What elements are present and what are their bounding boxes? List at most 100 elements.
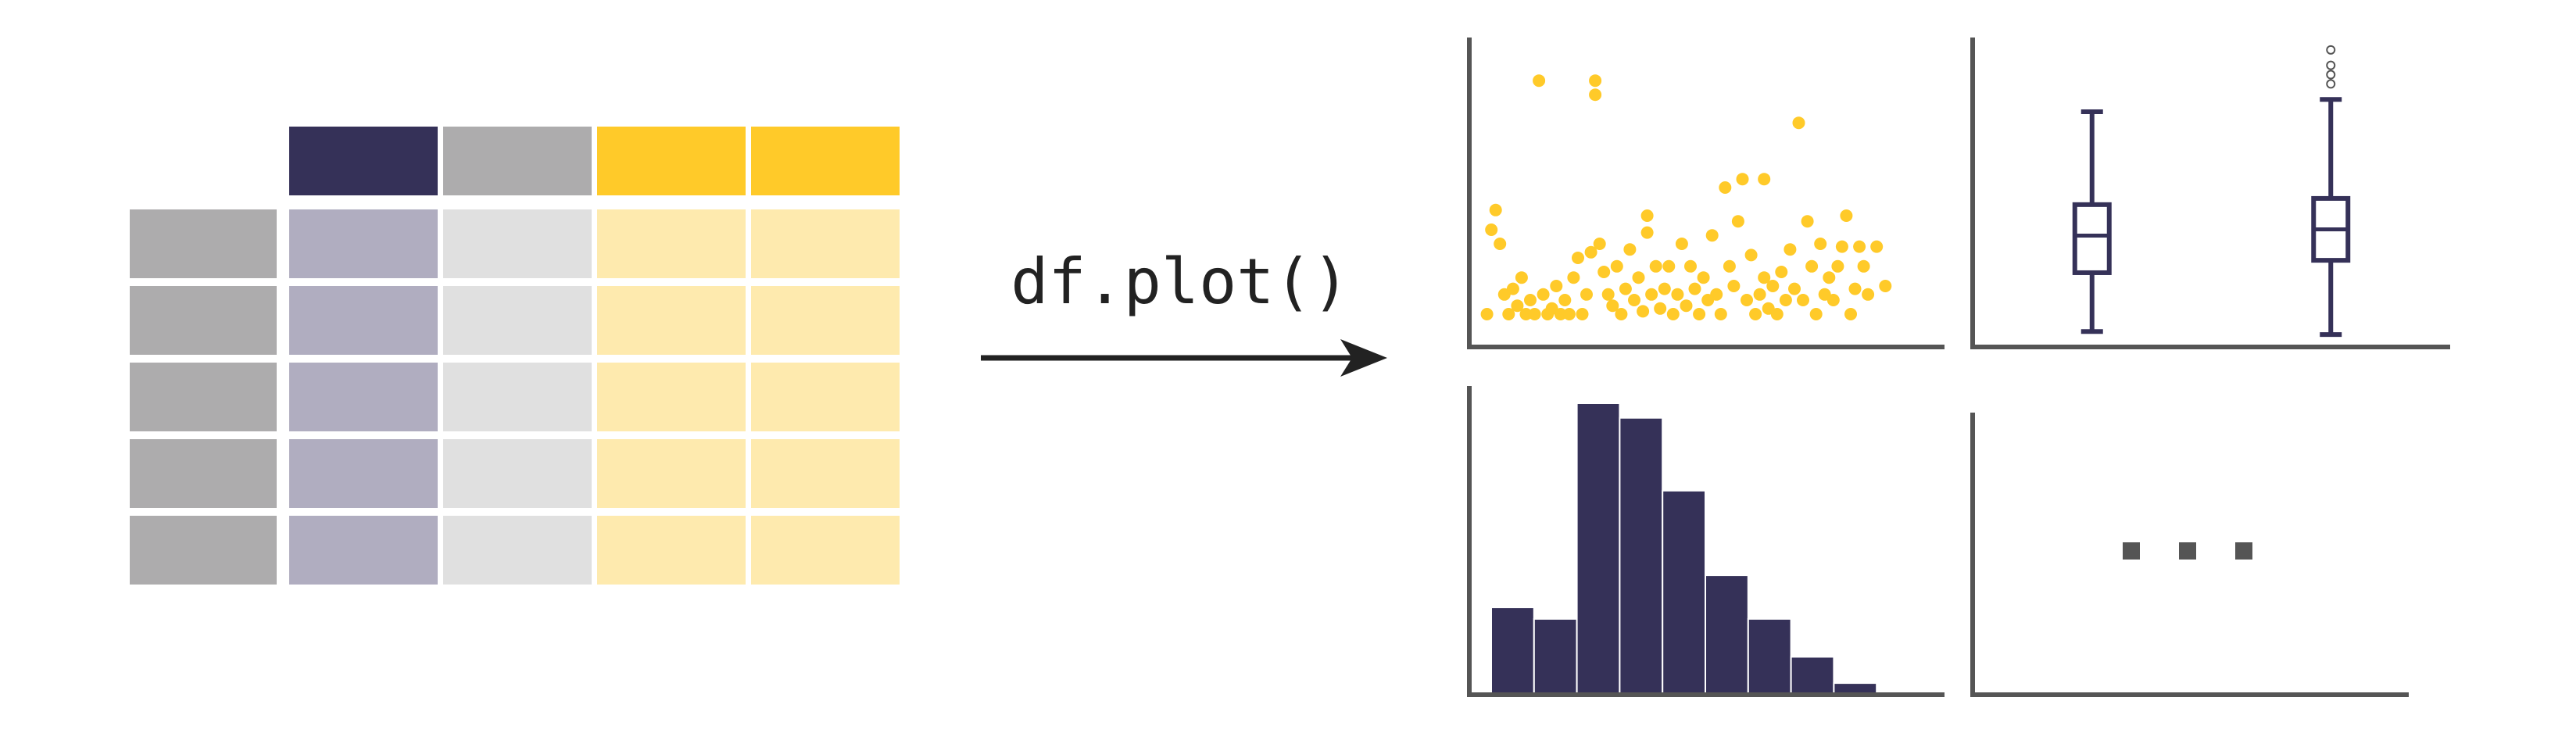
- scatter-point: [1766, 280, 1780, 292]
- scatter-point: [1758, 271, 1771, 284]
- scatter-point: [1640, 209, 1654, 222]
- scatter-point: [1840, 209, 1853, 222]
- plot-axes: [1467, 38, 1945, 349]
- scatter-point: [1649, 259, 1662, 273]
- scatter-point: [1533, 74, 1546, 88]
- arrow-head: [1340, 339, 1387, 377]
- scatter-point: [1693, 308, 1706, 320]
- column-header: [443, 127, 592, 195]
- scatter-plot: [1467, 38, 1945, 349]
- scatter-point: [1645, 288, 1658, 301]
- scatter-point: [1654, 302, 1667, 315]
- scatter-point: [1736, 173, 1749, 186]
- ellipsis-dot: [2179, 542, 2196, 560]
- row-index-cell: [130, 439, 277, 508]
- scatter-point: [1705, 229, 1719, 242]
- scatter-point: [1593, 238, 1606, 250]
- histogram-bar: [1662, 489, 1706, 696]
- scatter-point: [1814, 238, 1827, 250]
- row-index-cell: [130, 516, 277, 585]
- scatter-point: [1524, 294, 1537, 306]
- row-index-cell: [130, 286, 277, 355]
- scatter-point: [1537, 288, 1550, 301]
- scatter-point: [1550, 280, 1563, 292]
- scatter-point: [1770, 308, 1784, 320]
- histogram-bar: [1619, 417, 1664, 695]
- scatter-point: [1554, 308, 1567, 320]
- data-cell: [443, 439, 592, 508]
- scatter-point: [1502, 308, 1515, 320]
- scatter-point: [1844, 308, 1857, 320]
- data-cell: [597, 286, 746, 355]
- box-body: [2072, 202, 2112, 275]
- scatter-point: [1862, 288, 1875, 301]
- data-cell: [443, 209, 592, 278]
- data-cell: [289, 363, 438, 431]
- scatter-point: [1662, 259, 1676, 273]
- ellipsis-dot: [2123, 542, 2140, 560]
- ellipsis-dot: [2235, 542, 2252, 560]
- box-outlier: [2326, 79, 2336, 89]
- code-label: df.plot(): [1011, 245, 1349, 318]
- column-header: [751, 127, 900, 195]
- scatter-point: [1671, 288, 1684, 301]
- scatter-point: [1562, 308, 1576, 320]
- scatter-point: [1749, 308, 1762, 320]
- scatter-point: [1623, 243, 1637, 256]
- scatter-point: [1628, 294, 1640, 306]
- box-outlier: [2326, 60, 2336, 70]
- scatter-point: [1879, 280, 1892, 292]
- scatter-point: [1632, 271, 1645, 284]
- data-cell: [443, 363, 592, 431]
- scatter-point: [1675, 238, 1688, 250]
- scatter-point: [1567, 271, 1580, 284]
- scatter-point: [1741, 294, 1753, 306]
- scatter-point: [1572, 252, 1584, 264]
- column-header: [597, 127, 746, 195]
- histogram-plot: [1467, 386, 1945, 697]
- histogram-bar: [1790, 656, 1835, 695]
- data-cell: [597, 209, 746, 278]
- scatter-point: [1606, 299, 1619, 313]
- data-cell: [751, 286, 900, 355]
- scatter-point: [1753, 288, 1766, 301]
- data-cell: [597, 363, 746, 431]
- column-header: [289, 127, 438, 195]
- box-outlier: [2326, 45, 2336, 55]
- scatter-point: [1775, 266, 1788, 278]
- data-cell: [289, 439, 438, 508]
- scatter-point: [1801, 215, 1814, 228]
- scatter-point: [1688, 282, 1701, 295]
- scatter-point: [1619, 282, 1632, 295]
- scatter-point: [1826, 294, 1840, 306]
- scatter-point: [1576, 308, 1589, 320]
- scatter-point: [1666, 308, 1680, 320]
- scatter-point: [1528, 308, 1541, 320]
- data-cell: [443, 286, 592, 355]
- data-cell: [751, 439, 900, 508]
- histogram-bar: [1490, 606, 1535, 695]
- scatter-point: [1684, 259, 1697, 273]
- scatter-point: [1480, 308, 1494, 320]
- scatter-point: [1597, 266, 1611, 278]
- scatter-point: [1680, 299, 1693, 313]
- histogram-bar: [1533, 618, 1578, 695]
- scatter-point: [1589, 88, 1602, 102]
- scatter-point: [1797, 294, 1809, 306]
- scatter-point: [1744, 249, 1758, 262]
- row-index-cell: [130, 209, 277, 278]
- plot-axes: [1467, 386, 1945, 697]
- scatter-point: [1723, 259, 1736, 273]
- scatter-point: [1779, 294, 1792, 306]
- data-cell: [289, 516, 438, 585]
- dataframe-table: [130, 127, 900, 585]
- scatter-point: [1584, 245, 1597, 259]
- plot-axes: [1970, 413, 2409, 697]
- box-outlier: [2326, 70, 2336, 80]
- scatter-point: [1489, 203, 1502, 216]
- histogram-bar: [1747, 618, 1792, 695]
- scatter-point: [1719, 181, 1732, 194]
- scatter-point: [1835, 240, 1848, 253]
- data-cell: [751, 363, 900, 431]
